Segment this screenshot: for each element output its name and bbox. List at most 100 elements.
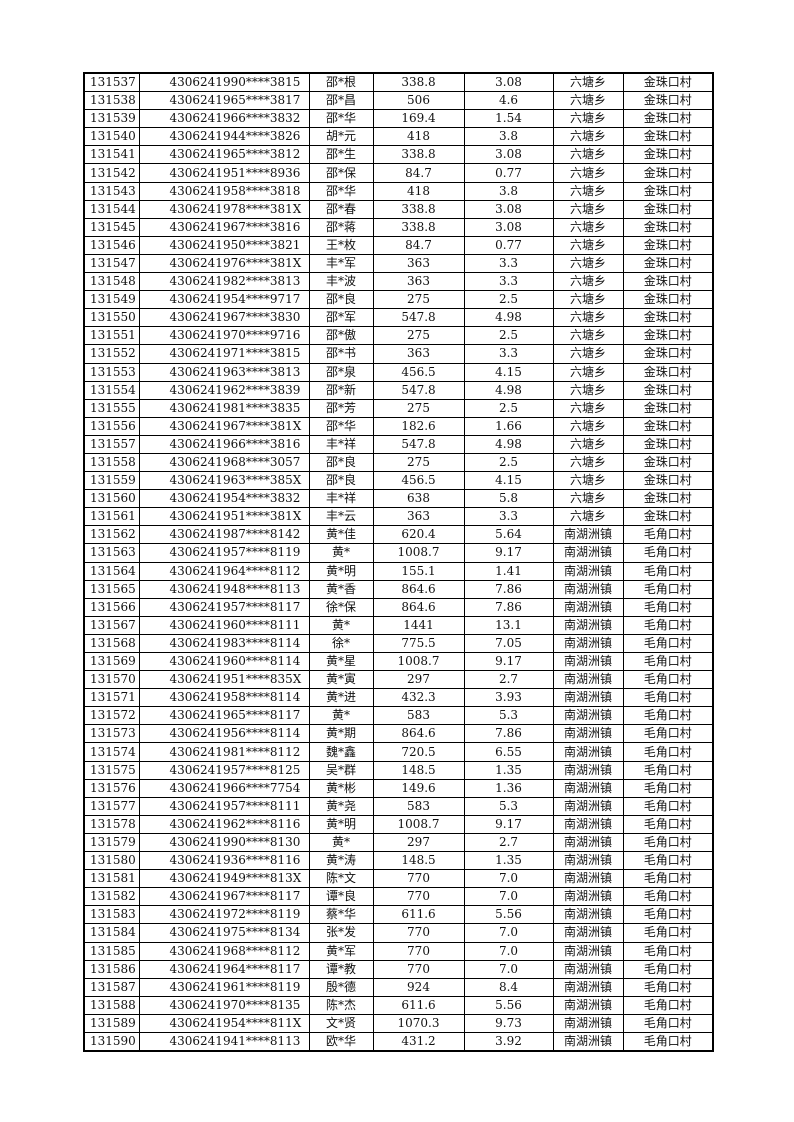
id-number-cell: 4306241981****8112: [138, 742, 310, 762]
amount-cell: 864.6: [372, 597, 465, 617]
township-cell: 六塘乡: [552, 471, 624, 491]
township-cell: 六塘乡: [552, 507, 624, 527]
amount-cell: 338.8: [372, 199, 465, 219]
village-cell: 金珠口村: [622, 181, 714, 201]
village-cell: 毛角口村: [622, 995, 714, 1015]
township-cell: 南湖洲镇: [552, 778, 624, 798]
area-cell: 3.08: [463, 72, 554, 93]
amount-cell: 148.5: [372, 851, 465, 871]
id-number-cell: 4306241949****813X: [138, 869, 310, 889]
amount-cell: 431.2: [372, 1031, 465, 1052]
village-cell: 毛角口村: [622, 869, 714, 889]
id-number-cell: 4306241987****8142: [138, 525, 310, 545]
village-cell: 毛角口村: [622, 579, 714, 599]
table-row: 131579 4306241990****8130 黄* 297 2.7 南湖洲镇 毛角口村: [83, 832, 714, 853]
row-number-cell: 131567: [83, 615, 140, 635]
table-row: 131577 4306241957****8111 黄*尧 583 5.3 南湖洲镇 毛角口…: [83, 796, 714, 816]
township-cell: 南湖洲镇: [552, 796, 624, 816]
row-number-cell: 131540: [83, 127, 140, 147]
table-row: 131538 4306241965****3817 邵*昌 506 4.6 六塘乡 金珠口村: [83, 91, 714, 111]
amount-cell: 924: [372, 977, 465, 997]
township-cell: 六塘乡: [552, 217, 624, 237]
id-number-cell: 4306241971****3815: [138, 344, 310, 364]
amount-cell: 338.8: [372, 217, 465, 237]
village-cell: 毛角口村: [622, 778, 714, 798]
table-row: 131552 4306241971****3815 邵*书 363 3.3 六塘乡 金珠口村: [83, 344, 714, 364]
row-number-cell: 131557: [83, 434, 140, 454]
table-row: 131559 4306241963****385X 邵*良 456.5 4.15 六塘乡金…: [83, 471, 714, 491]
table-row: 131575 4306241957****8125 吴*群 148.5 1.35 南湖洲镇…: [83, 760, 714, 780]
village-cell: 毛角口村: [622, 923, 714, 943]
id-number-cell: 4306241957****8125: [138, 760, 310, 780]
village-cell: 毛角口村: [622, 670, 714, 690]
name-cell: 魏*鑫: [308, 742, 374, 762]
area-cell: 3.8: [463, 181, 554, 201]
table-row: 131567 4306241960****8111 黄* 1441 13.1 南湖洲镇 毛角…: [83, 615, 714, 635]
name-cell: 徐*保: [308, 597, 374, 617]
township-cell: 六塘乡: [552, 127, 624, 147]
area-cell: 2.7: [463, 832, 554, 853]
village-cell: 毛角口村: [622, 688, 714, 708]
area-cell: 1.66: [463, 416, 554, 436]
township-cell: 南湖洲镇: [552, 670, 624, 690]
id-number-cell: 4306241965****3817: [138, 91, 310, 111]
area-cell: 3.08: [463, 145, 554, 165]
amount-cell: 182.6: [372, 416, 465, 436]
name-cell: 邵*生: [308, 145, 374, 165]
id-number-cell: 4306241963****3813: [138, 362, 310, 382]
id-number-cell: 4306241966****3832: [138, 109, 310, 129]
amount-cell: 611.6: [372, 905, 465, 925]
id-number-cell: 4306241983****8114: [138, 633, 310, 654]
village-cell: 金珠口村: [622, 290, 714, 310]
village-cell: 金珠口村: [622, 72, 714, 93]
village-cell: 毛角口村: [622, 651, 714, 672]
township-cell: 南湖洲镇: [552, 633, 624, 654]
amount-cell: 611.6: [372, 995, 465, 1015]
township-cell: 南湖洲镇: [552, 579, 624, 599]
township-cell: 六塘乡: [552, 181, 624, 201]
table-row: 131586 4306241964****8117 谭*教 770 7.0 南湖洲镇 毛角口…: [83, 959, 714, 979]
township-cell: 六塘乡: [552, 235, 624, 255]
row-number-cell: 131537: [83, 72, 140, 93]
id-number-cell: 4306241976****381X: [138, 253, 310, 274]
area-cell: 7.86: [463, 579, 554, 599]
row-number-cell: 131581: [83, 869, 140, 889]
id-number-cell: 4306241956****8114: [138, 724, 310, 744]
row-number-cell: 131546: [83, 235, 140, 255]
row-number-cell: 131570: [83, 670, 140, 690]
id-number-cell: 4306241957****8111: [138, 796, 310, 816]
village-cell: 金珠口村: [622, 471, 714, 491]
id-number-cell: 4306241967****3816: [138, 217, 310, 237]
amount-cell: 1008.7: [372, 651, 465, 672]
amount-cell: 506: [372, 91, 465, 111]
village-cell: 毛角口村: [622, 525, 714, 545]
township-cell: 南湖洲镇: [552, 597, 624, 617]
village-cell: 金珠口村: [622, 308, 714, 328]
id-number-cell: 4306241982****3813: [138, 272, 310, 292]
township-cell: 六塘乡: [552, 398, 624, 418]
amount-cell: 864.6: [372, 579, 465, 599]
area-cell: 5.3: [463, 706, 554, 726]
area-cell: 7.0: [463, 887, 554, 907]
village-cell: 毛角口村: [622, 887, 714, 907]
amount-cell: 720.5: [372, 742, 465, 762]
area-cell: 1.41: [463, 561, 554, 581]
township-cell: 六塘乡: [552, 344, 624, 364]
name-cell: 邵*华: [308, 416, 374, 436]
area-cell: 7.86: [463, 724, 554, 744]
row-number-cell: 131550: [83, 308, 140, 328]
amount-cell: 363: [372, 253, 465, 274]
name-cell: 邵*昌: [308, 91, 374, 111]
table-row: 131549 4306241954****9717 邵*良 275 2.5 六塘乡 金珠口村: [83, 290, 714, 310]
name-cell: 陈*杰: [308, 995, 374, 1015]
table-row: 131557 4306241966****3816 丰*祥 547.8 4.98 六塘乡金…: [83, 434, 714, 454]
township-cell: 六塘乡: [552, 489, 624, 509]
township-cell: 南湖洲镇: [552, 905, 624, 925]
row-number-cell: 131553: [83, 362, 140, 382]
township-cell: 南湖洲镇: [552, 688, 624, 708]
data-table: 131537 4306241990****3815 邵*根 338.8 3.08 六塘乡金…: [83, 72, 714, 1053]
table-row: 131563 4306241957****8119 黄* 1008.7 9.17 南湖洲镇…: [83, 543, 714, 563]
village-cell: 金珠口村: [622, 416, 714, 436]
id-number-cell: 4306241967****8117: [138, 887, 310, 907]
township-cell: 南湖洲镇: [552, 615, 624, 635]
